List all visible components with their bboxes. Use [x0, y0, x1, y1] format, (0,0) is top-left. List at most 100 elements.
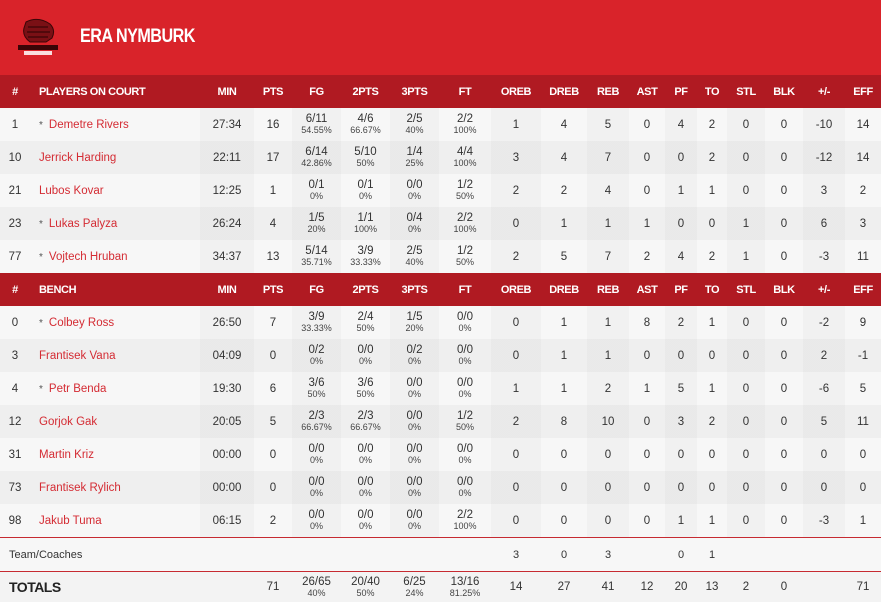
steals-cell: 0	[727, 174, 765, 207]
points-cell: 4	[254, 207, 292, 240]
rebounds-cell: 2	[587, 372, 629, 405]
column-header[interactable]: TO	[697, 273, 727, 306]
player-name-link[interactable]: Lukas Palyza	[49, 218, 117, 230]
made-attempted: 0/0	[292, 510, 341, 521]
column-header[interactable]: PLAYERS ON COURT	[30, 75, 200, 108]
efficiency-cell: 0	[845, 471, 881, 504]
column-header[interactable]: REB	[587, 75, 629, 108]
column-header[interactable]: BENCH	[30, 273, 200, 306]
made-attempted: 3/9	[292, 312, 341, 323]
points-cell: 5	[254, 405, 292, 438]
defensive-rebounds-cell: 2	[541, 174, 587, 207]
assists-total: 12	[629, 572, 665, 602]
column-header[interactable]: 3PTS	[390, 75, 439, 108]
column-header[interactable]: PTS	[254, 75, 292, 108]
column-header[interactable]: MIN	[200, 75, 254, 108]
player-name-link[interactable]: Frantisek Rylich	[39, 482, 121, 494]
column-header[interactable]: STL	[727, 75, 765, 108]
column-header[interactable]: 2PTS	[341, 75, 390, 108]
percentage: 100%	[439, 521, 491, 531]
jersey-number: 23	[0, 207, 30, 240]
steals-cell: 0	[727, 108, 765, 141]
column-header[interactable]: EFF	[845, 273, 881, 306]
player-name-link[interactable]: Frantisek Vana	[39, 350, 116, 362]
column-header[interactable]: TO	[697, 75, 727, 108]
offensive-rebounds-cell: 2	[491, 240, 541, 273]
column-header[interactable]: STL	[727, 273, 765, 306]
made-attempted: 0/0	[341, 345, 390, 356]
blocks-cell: 0	[765, 471, 803, 504]
offensive-rebounds-cell: 0	[491, 207, 541, 240]
starter-marker: *	[39, 219, 43, 230]
player-name-link[interactable]: Lubos Kovar	[39, 185, 104, 197]
percentage: 81.25%	[439, 588, 491, 598]
plus-minus-total	[803, 572, 845, 602]
column-header[interactable]: +/-	[803, 75, 845, 108]
column-header[interactable]: PF	[665, 75, 697, 108]
column-header[interactable]: #	[0, 75, 30, 108]
column-header[interactable]: #	[0, 273, 30, 306]
column-header[interactable]: +/-	[803, 273, 845, 306]
player-name-link[interactable]: Petr Benda	[49, 383, 107, 395]
player-name-link[interactable]: Colbey Ross	[49, 317, 114, 329]
column-header[interactable]: OREB	[491, 75, 541, 108]
player-name-link[interactable]: Jakub Tuma	[39, 515, 102, 527]
column-header[interactable]: 2PTS	[341, 273, 390, 306]
totals-label: TOTALS	[0, 572, 200, 602]
player-name-link[interactable]: Gorjok Gak	[39, 416, 97, 428]
percentage: 0%	[341, 191, 390, 201]
minutes-cell: 26:24	[200, 207, 254, 240]
column-header[interactable]: DREB	[541, 273, 587, 306]
column-header[interactable]: OREB	[491, 273, 541, 306]
column-header[interactable]: FG	[292, 273, 341, 306]
percentage: 42.86%	[292, 158, 341, 168]
points-cell: 2	[254, 504, 292, 538]
column-header[interactable]: PTS	[254, 273, 292, 306]
rebounds-cell: 1	[587, 207, 629, 240]
column-header[interactable]: BLK	[765, 75, 803, 108]
column-header[interactable]: FT	[439, 273, 491, 306]
column-header[interactable]: BLK	[765, 273, 803, 306]
player-name-link[interactable]: Demetre Rivers	[49, 119, 129, 131]
percentage: 0%	[390, 422, 439, 432]
player-name-cell: *Demetre Rivers	[30, 108, 200, 141]
player-name-link[interactable]: Jerrick Harding	[39, 152, 116, 164]
efficiency-cell	[845, 538, 881, 572]
player-name-cell: Martin Kriz	[30, 438, 200, 471]
percentage: 33.33%	[341, 257, 390, 267]
percentage: 100%	[341, 224, 390, 234]
plus-minus-cell: -3	[803, 240, 845, 273]
efficiency-cell: 11	[845, 240, 881, 273]
column-header[interactable]: 3PTS	[390, 273, 439, 306]
made-attempted: 0/1	[341, 180, 390, 191]
column-header[interactable]: DREB	[541, 75, 587, 108]
column-header[interactable]: MIN	[200, 273, 254, 306]
player-name-cell: *Petr Benda	[30, 372, 200, 405]
player-name-link[interactable]: Martin Kriz	[39, 449, 94, 461]
player-name-link[interactable]: Vojtech Hruban	[49, 251, 128, 263]
column-header[interactable]: PF	[665, 273, 697, 306]
column-header[interactable]: EFF	[845, 75, 881, 108]
personal-fouls-cell: 4	[665, 108, 697, 141]
percentage: 0%	[341, 521, 390, 531]
column-header[interactable]: REB	[587, 273, 629, 306]
column-header[interactable]: FT	[439, 75, 491, 108]
steals-cell: 0	[727, 141, 765, 174]
column-header[interactable]: AST	[629, 273, 665, 306]
plus-minus-cell: 2	[803, 339, 845, 372]
rebounds-cell: 7	[587, 240, 629, 273]
column-header[interactable]: AST	[629, 75, 665, 108]
column-header[interactable]: FG	[292, 75, 341, 108]
made-attempted: 3/6	[341, 378, 390, 389]
rebounds-cell: 7	[587, 141, 629, 174]
